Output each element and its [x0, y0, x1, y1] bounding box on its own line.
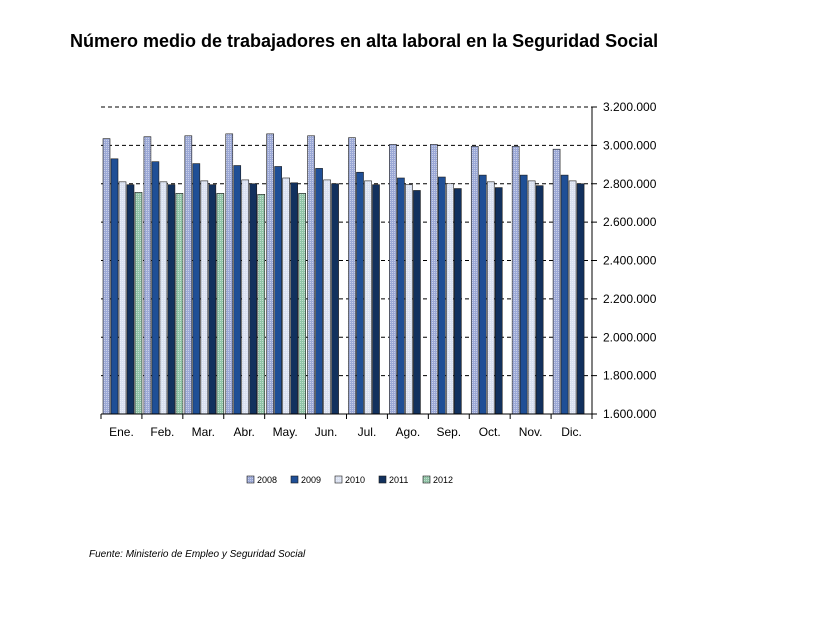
y-tick-label: 2.200.000 [603, 292, 657, 306]
bar-2010-9 [446, 183, 454, 415]
bar-2011-3 [208, 184, 217, 415]
y-tick-label: 1.800.000 [603, 369, 657, 383]
bar-2010-8 [405, 184, 413, 415]
legend: 2008 2009 2010 2011 2012 [246, 475, 453, 485]
bar-2010-10 [486, 181, 495, 415]
x-tick-label: Mar. [192, 425, 215, 439]
bar-2008-9 [430, 144, 438, 415]
bar-2008-5 [266, 133, 274, 415]
legend-label-2010: 2010 [345, 475, 365, 485]
x-tick-labels: Ene. Feb. Mar. Abr. May. Jun. Jul. Ago. Sep. Oct.… [109, 425, 582, 439]
bar-2011-1 [126, 184, 135, 415]
bar-2011-10 [494, 187, 503, 415]
gridlines [101, 106, 592, 377]
bar-2010-2 [159, 181, 168, 415]
bar-2008-2 [143, 136, 152, 415]
bar-2011-8 [413, 190, 421, 415]
bar-2009-6 [315, 168, 323, 415]
legend-label-2012: 2012 [433, 475, 453, 485]
bar-2008-8 [389, 144, 397, 415]
bar-2010-3 [200, 180, 209, 415]
bar-2011-9 [454, 188, 462, 415]
bar-2008-6 [307, 135, 315, 415]
legend-swatch-2008 [246, 475, 255, 484]
chart-title: Número medio de trabajadores en alta lab… [70, 31, 659, 51]
bar-2012-4 [257, 194, 266, 415]
x-tick-label: Ene. [109, 425, 134, 439]
bar-2009-11 [519, 174, 528, 415]
bar-2010-12 [568, 180, 577, 415]
bar-2009-5 [274, 166, 282, 415]
y-tick-label: 2.000.000 [603, 330, 657, 344]
bar-2009-3 [192, 163, 201, 415]
bar-2010-5 [282, 177, 290, 415]
y-tick-label: 2.600.000 [603, 215, 657, 229]
legend-swatch-2009 [290, 475, 299, 484]
axes [100, 106, 597, 419]
x-tick-label: Jul. [358, 425, 377, 439]
bar-2009-10 [478, 174, 487, 415]
y-tick-label: 3.200.000 [603, 100, 657, 114]
bars [102, 133, 585, 415]
bar-2008-12 [552, 148, 561, 415]
bar-2009-1 [110, 158, 119, 415]
x-tick-label: Ago. [396, 425, 421, 439]
bar-2012-1 [134, 192, 143, 415]
bar-2011-7 [372, 184, 380, 415]
y-tick-label: 1.600.000 [603, 407, 657, 421]
bar-2011-11 [535, 185, 544, 415]
y-tick-label: 3.000.000 [603, 138, 657, 152]
x-tick-label: Feb. [150, 425, 174, 439]
bar-2009-9 [438, 176, 446, 415]
x-tick-label: Abr. [234, 425, 255, 439]
bar-2009-7 [356, 171, 364, 415]
bar-2011-2 [167, 184, 176, 415]
bar-2009-12 [560, 174, 569, 415]
bar-2011-12 [576, 183, 585, 415]
bar-2008-11 [511, 146, 520, 415]
legend-label-2008: 2008 [257, 475, 277, 485]
bar-2009-2 [151, 161, 160, 415]
bar-2011-5 [290, 182, 298, 415]
bar-2008-7 [348, 137, 356, 415]
bar-2009-8 [397, 177, 405, 415]
bar-2010-1 [118, 181, 127, 415]
legend-swatch-2010 [334, 475, 343, 484]
y-tick-labels: 1.600.000 1.800.000 2.000.000 2.200.000 2.40… [603, 100, 657, 421]
x-tick-label: May. [273, 425, 298, 439]
y-tick-label: 2.800.000 [603, 177, 657, 191]
source-note: Fuente: Ministerio de Empleo y Seguridad… [89, 549, 306, 560]
bar-2008-10 [470, 146, 479, 415]
bar-2009-4 [233, 165, 242, 415]
legend-swatch-2011 [378, 475, 387, 484]
x-tick-label: Sep. [436, 425, 461, 439]
x-tick-label: Nov. [519, 425, 543, 439]
bar-2012-3 [216, 193, 225, 415]
legend-label-2011: 2011 [389, 475, 408, 485]
bar-2010-4 [241, 179, 250, 415]
bar-2008-3 [184, 135, 193, 415]
x-tick-label: Oct. [479, 425, 501, 439]
x-tick-label: Dic. [561, 425, 582, 439]
bar-2012-2 [175, 193, 184, 415]
bar-2010-11 [527, 180, 536, 415]
bar-2008-1 [102, 138, 111, 415]
bar-2011-6 [331, 183, 339, 415]
bar-2011-4 [249, 183, 258, 415]
bar-2010-6 [323, 179, 331, 415]
legend-label-2009: 2009 [301, 475, 321, 485]
x-tick-label: Jun. [315, 425, 338, 439]
bar-2012-5 [298, 193, 306, 415]
legend-swatch-2012 [422, 475, 431, 484]
bar-2010-7 [364, 180, 372, 415]
bar-2008-4 [225, 133, 234, 415]
y-tick-label: 2.400.000 [603, 254, 657, 268]
